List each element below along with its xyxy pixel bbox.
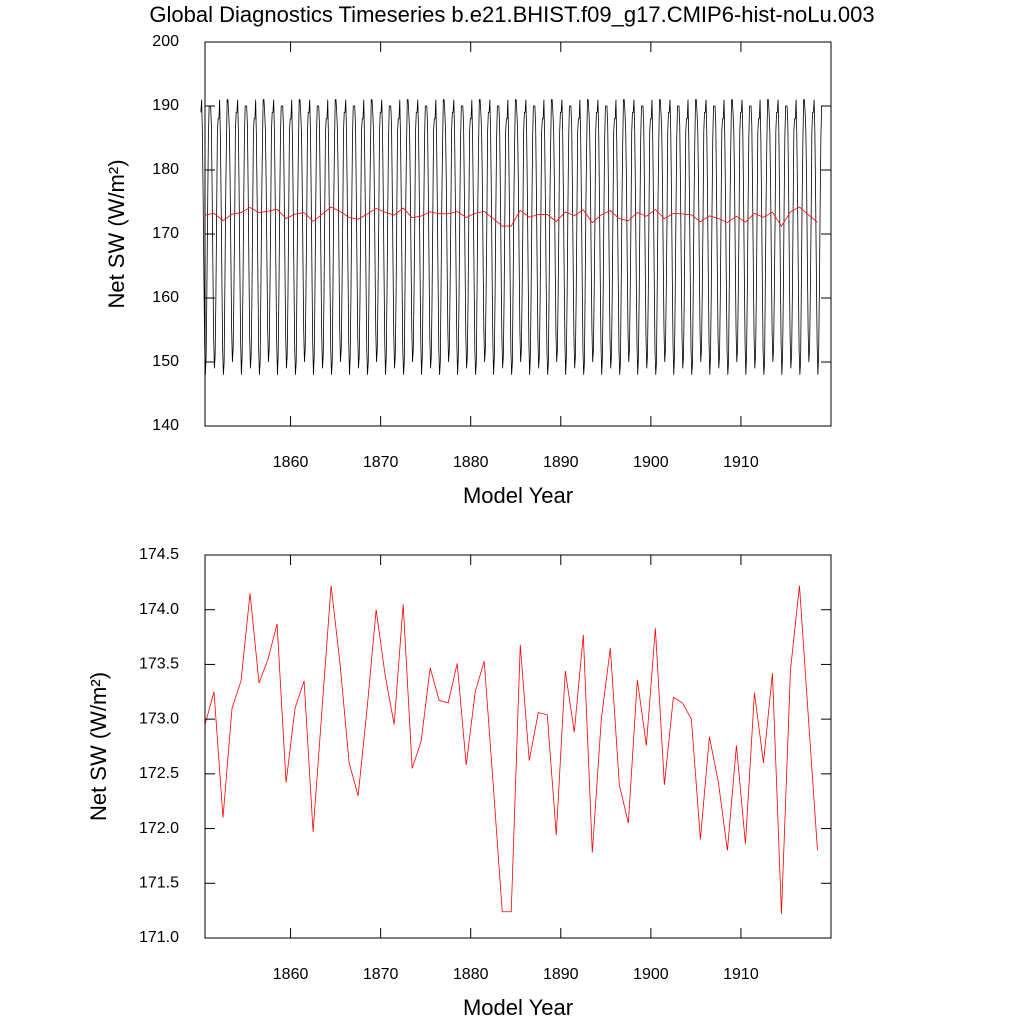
x-axis-label: Model Year [463, 483, 573, 508]
y-tick-label: 160 [152, 289, 179, 306]
x-tick-label: 1880 [453, 966, 489, 983]
y-tick-label: 170 [152, 225, 179, 242]
y-tick-label: 174.5 [139, 546, 179, 563]
x-tick-label: 1860 [273, 966, 309, 983]
y-tick-label: 171.0 [139, 929, 179, 946]
x-tick-label: 1880 [453, 454, 489, 471]
x-tick-label: 1900 [633, 454, 669, 471]
y-tick-label: 173.5 [139, 656, 179, 673]
y-tick-label: 190 [152, 97, 179, 114]
x-tick-label: 1900 [633, 966, 669, 983]
x-tick-label: 1890 [543, 454, 579, 471]
x-axis-label: Model Year [463, 995, 573, 1020]
y-tick-label: 140 [152, 417, 179, 434]
y-tick-label: 150 [152, 353, 179, 370]
y-tick-label: 174.0 [139, 601, 179, 618]
plot-frame [204, 554, 832, 939]
x-tick-label: 1860 [273, 454, 309, 471]
x-tick-label: 1910 [723, 454, 759, 471]
y-tick-label: 180 [152, 161, 179, 178]
y-tick-label: 172.5 [139, 765, 179, 782]
data-line [204, 585, 818, 914]
x-tick-label: 1870 [363, 454, 399, 471]
y-tick-label: 172.0 [139, 820, 179, 837]
y-axis-label: Net SW (W/m²) [104, 159, 129, 308]
data-line [204, 206, 818, 227]
y-tick-label: 173.0 [139, 710, 179, 727]
x-tick-label: 1910 [723, 966, 759, 983]
x-tick-label: 1890 [543, 966, 579, 983]
y-tick-label: 171.5 [139, 875, 179, 892]
data-line [200, 99, 823, 375]
y-axis-label: Net SW (W/m²) [86, 672, 111, 821]
y-tick-label: 200 [152, 33, 179, 50]
x-tick-label: 1870 [363, 966, 399, 983]
chart-title: Global Diagnostics Timeseries b.e21.BHIS… [149, 2, 874, 27]
